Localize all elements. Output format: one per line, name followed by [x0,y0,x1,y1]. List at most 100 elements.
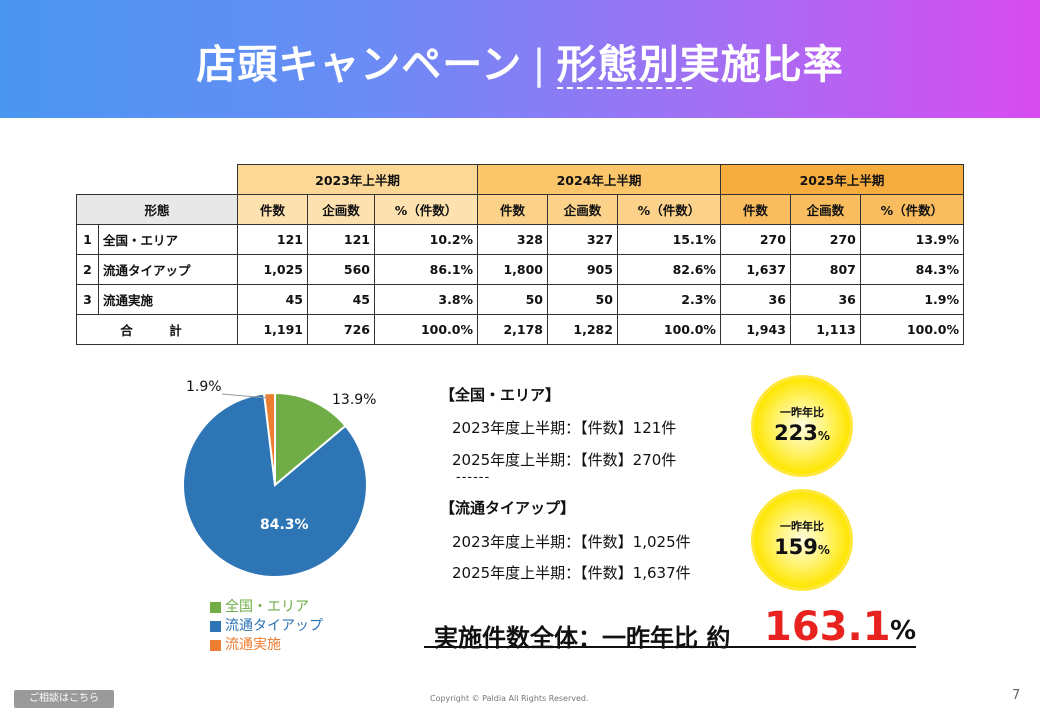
copyright: Copyright © Paldia All Rights Reserved. [430,694,589,703]
table-cell: 1,025 [237,254,308,285]
chart-legend: 全国・エリア 流通タイアップ 流通実施 [210,598,323,655]
badge-label: 一昨年比 [780,520,824,533]
legend-swatch [210,621,221,632]
table-cell: 905 [546,254,618,285]
legend-swatch [210,640,221,651]
summary-unit: % [890,616,917,646]
period-header: 2025年上半期 [719,164,965,195]
badge-value-wrap: 159% [754,535,850,559]
ratio-badge: 一昨年比 223% [754,378,850,474]
table-row: 1 全国・エリア 121 121 10.2% 328 327 15.1% 270… [76,224,965,255]
sub-header: %（件数） [859,194,965,225]
badge-value-wrap: 223% [754,421,850,445]
title-underline [557,87,692,89]
table-cell: 3.8% [373,284,479,315]
contact-button[interactable]: ご相談はこちら [14,690,114,708]
table-cell: 84.3% [859,254,965,285]
ratio-badge: 一昨年比 159% [754,492,850,588]
table-row: 3 流通実施 45 45 3.8% 50 50 2.3% 36 36 1.9% [76,284,965,315]
table-cell: 270 [719,224,791,255]
slice-label-area: 13.9% [332,392,377,408]
stats-table: 2023年上半期 2024年上半期 2025年上半期 形態 件数 企画数 %（件… [75,164,965,345]
table-cell: 50 [546,284,618,315]
header-banner: 店頭キャンペーン | 形態別実施比率 [0,0,1040,118]
table-cell: 82.6% [616,254,721,285]
summary-value: 163.1 [764,604,891,650]
table-cell: 560 [306,254,376,285]
title-right: 形態別実施比率 [556,42,844,88]
sub-header: 件数 [237,194,308,225]
form-header: 形態 [75,194,239,225]
divider: ------ [456,470,491,485]
legend-label: 流通タイアップ [225,618,323,634]
total-cell: 2,178 [477,314,548,345]
total-cell: 100.0% [373,314,479,345]
total-cell: 100.0% [859,314,965,345]
sub-header: 件数 [719,194,791,225]
badge-unit: % [817,543,830,557]
sub-header: 企画数 [546,194,618,225]
total-row: 合 計 1,191 726 100.0% 2,178 1,282 100.0% … [75,314,965,345]
badge-value: 223 [774,421,818,445]
sub-header: %（件数） [373,194,479,225]
title-left: 店頭キャンペーン [196,42,523,88]
leader-line [222,393,269,399]
legend-item: 流通実施 [210,636,323,655]
summary-label: 実施件数全体：一昨年比 約 [434,624,731,652]
slice-label-store: 1.9% [186,379,222,395]
total-cell: 1,113 [789,314,861,345]
sub-header-row: 形態 件数 企画数 %（件数） 件数 企画数 %（件数） 件数 企画数 %（件数… [75,194,965,225]
period-header: 2024年上半期 [477,164,721,195]
period-header-row: 2023年上半期 2024年上半期 2025年上半期 [76,164,965,195]
sub-header: 件数 [477,194,548,225]
table-row: 2 流通タイアップ 1,025 560 86.1% 1,800 905 82.6… [76,254,965,285]
total-cell: 726 [306,314,376,345]
slice-label-tieup: 84.3% [260,517,309,533]
pie-slice-area [274,391,347,488]
table-cell: 36 [719,284,791,315]
block2-line1: 2023年度上半期：【件数】1,025件 [452,533,691,551]
table-cell: 328 [477,224,548,255]
legend-item: 全国・エリア [210,598,323,617]
table-cell: 45 [306,284,376,315]
table-cell: 121 [237,224,308,255]
row-name: 流通実施 [97,284,239,315]
table-cell: 2.3% [616,284,721,315]
sub-header: 企画数 [789,194,861,225]
table-cell: 1,637 [719,254,791,285]
total-cell: 1,282 [546,314,618,345]
badge-value: 159 [774,535,818,559]
row-name: 全国・エリア [97,224,239,255]
summary-line: 実施件数全体：一昨年比 約 163.1 % [424,604,917,652]
block1-line2: 2025年度上半期：【件数】270件 [452,451,677,469]
legend-label: 流通実施 [225,637,281,653]
sub-header: %（件数） [616,194,721,225]
total-cell: 1,943 [719,314,791,345]
table-cell: 270 [789,224,861,255]
blank-cell [76,164,239,195]
table-cell: 45 [237,284,308,315]
total-cell: 1,191 [237,314,308,345]
page-number: 7 [1012,688,1021,703]
row-index: 3 [76,284,99,315]
row-index: 2 [76,254,99,285]
table-cell: 36 [789,284,861,315]
total-label: 合 計 [75,314,239,345]
block1-title: 【全国・エリア】 [440,386,561,404]
table-cell: 86.1% [373,254,479,285]
total-cell: 100.0% [616,314,721,345]
title-separator: | [532,42,547,88]
pie-chart [170,380,380,590]
badge-label: 一昨年比 [780,406,824,419]
table-cell: 15.1% [616,224,721,255]
table-cell: 1.9% [859,284,965,315]
table-cell: 1,800 [477,254,548,285]
block2-line2: 2025年度上半期：【件数】1,637件 [452,564,691,582]
period-header: 2023年上半期 [237,164,479,195]
legend-swatch [210,602,221,613]
pie-slice-store [262,391,276,486]
block2-title: 【流通タイアップ】 [440,499,576,517]
pie-svg [182,391,368,578]
badge-unit: % [817,429,830,443]
table-cell: 327 [546,224,618,255]
